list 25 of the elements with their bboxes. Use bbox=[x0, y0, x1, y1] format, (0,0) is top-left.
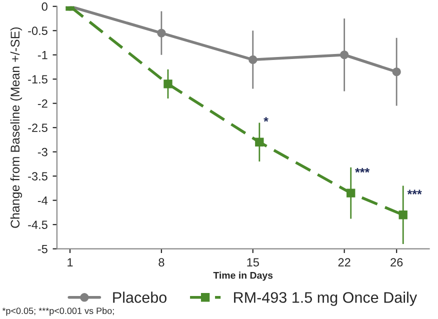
y-tick-label: -4 bbox=[38, 196, 48, 205]
x-tick-label: 26 bbox=[390, 258, 403, 267]
annotation: * bbox=[264, 117, 268, 122]
y-tick-label: -5 bbox=[38, 244, 48, 254]
y-tick-label: -4.5 bbox=[28, 220, 48, 229]
y-axis-title: Change from Baseline (Mean +/-SE) bbox=[10, 27, 22, 228]
x-axis-title: Time in Days bbox=[213, 272, 273, 281]
y-tick-label: -1 bbox=[38, 51, 48, 60]
x-tick-label: 1 bbox=[68, 258, 73, 266]
x-tick-label: 15 bbox=[247, 258, 259, 267]
x-tick-label: 8 bbox=[158, 258, 164, 267]
legend-label: Placebo bbox=[113, 292, 166, 303]
annotation: *** bbox=[407, 190, 422, 194]
y-tick-label: -0.5 bbox=[28, 26, 48, 36]
y-tick-label: -1.5 bbox=[28, 75, 48, 84]
legend-label: RM-493 1.5 mg Once Daily bbox=[234, 292, 418, 306]
y-tick-label: -3.5 bbox=[28, 172, 48, 180]
x-tick-label: 22 bbox=[338, 258, 350, 266]
point bbox=[164, 80, 172, 88]
y-tick-label: 0 bbox=[42, 2, 48, 11]
y-tick-label: -3 bbox=[38, 148, 48, 156]
y-tick-label: -2.5 bbox=[28, 124, 48, 132]
annotation: *** bbox=[355, 168, 370, 173]
text: *p<0.05; ***p<0.001 vs Pbo; bbox=[2, 307, 114, 316]
y-tick-label: -2 bbox=[38, 99, 48, 108]
